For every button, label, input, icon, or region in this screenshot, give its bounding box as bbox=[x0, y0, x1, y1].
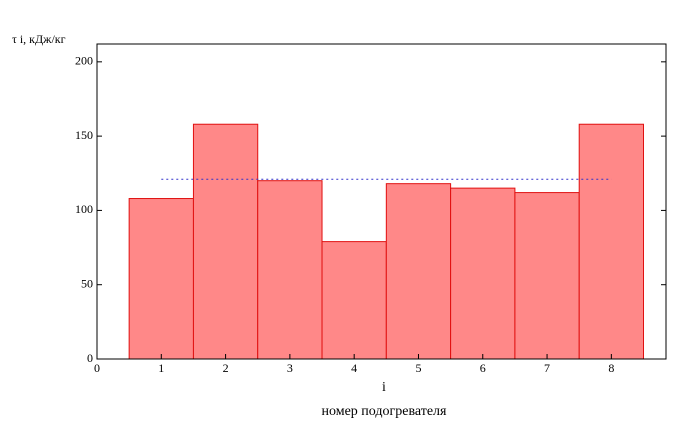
y-tick-label: 100 bbox=[75, 202, 93, 216]
bar bbox=[192, 123, 259, 360]
bar bbox=[257, 180, 323, 360]
y-tick-label: 200 bbox=[75, 54, 93, 68]
y-tick-label: 50 bbox=[81, 276, 93, 290]
bar bbox=[385, 183, 452, 360]
x-tick-label: 0 bbox=[94, 361, 100, 375]
plot-frame bbox=[96, 43, 667, 360]
bar bbox=[128, 198, 194, 360]
bar bbox=[321, 241, 387, 360]
x-tick-label: 6 bbox=[480, 361, 486, 375]
x-tick-label: 3 bbox=[287, 361, 293, 375]
x-axis-label: i bbox=[382, 380, 386, 395]
bar bbox=[578, 123, 644, 360]
x-tick-label: 4 bbox=[351, 361, 357, 375]
bar bbox=[450, 187, 516, 360]
bar bbox=[514, 192, 580, 360]
x-tick-label: 1 bbox=[158, 361, 164, 375]
x-axis-title: номер подогревателя bbox=[321, 404, 447, 419]
x-tick-label: 2 bbox=[223, 361, 229, 375]
y-tick-label: 0 bbox=[87, 351, 93, 365]
y-axis-label: τ i, кДж/кг bbox=[12, 32, 66, 46]
x-tick-label: 5 bbox=[415, 361, 421, 375]
y-tick-label: 150 bbox=[75, 128, 93, 142]
x-tick-label: 8 bbox=[608, 361, 614, 375]
x-tick-label: 7 bbox=[544, 361, 550, 375]
